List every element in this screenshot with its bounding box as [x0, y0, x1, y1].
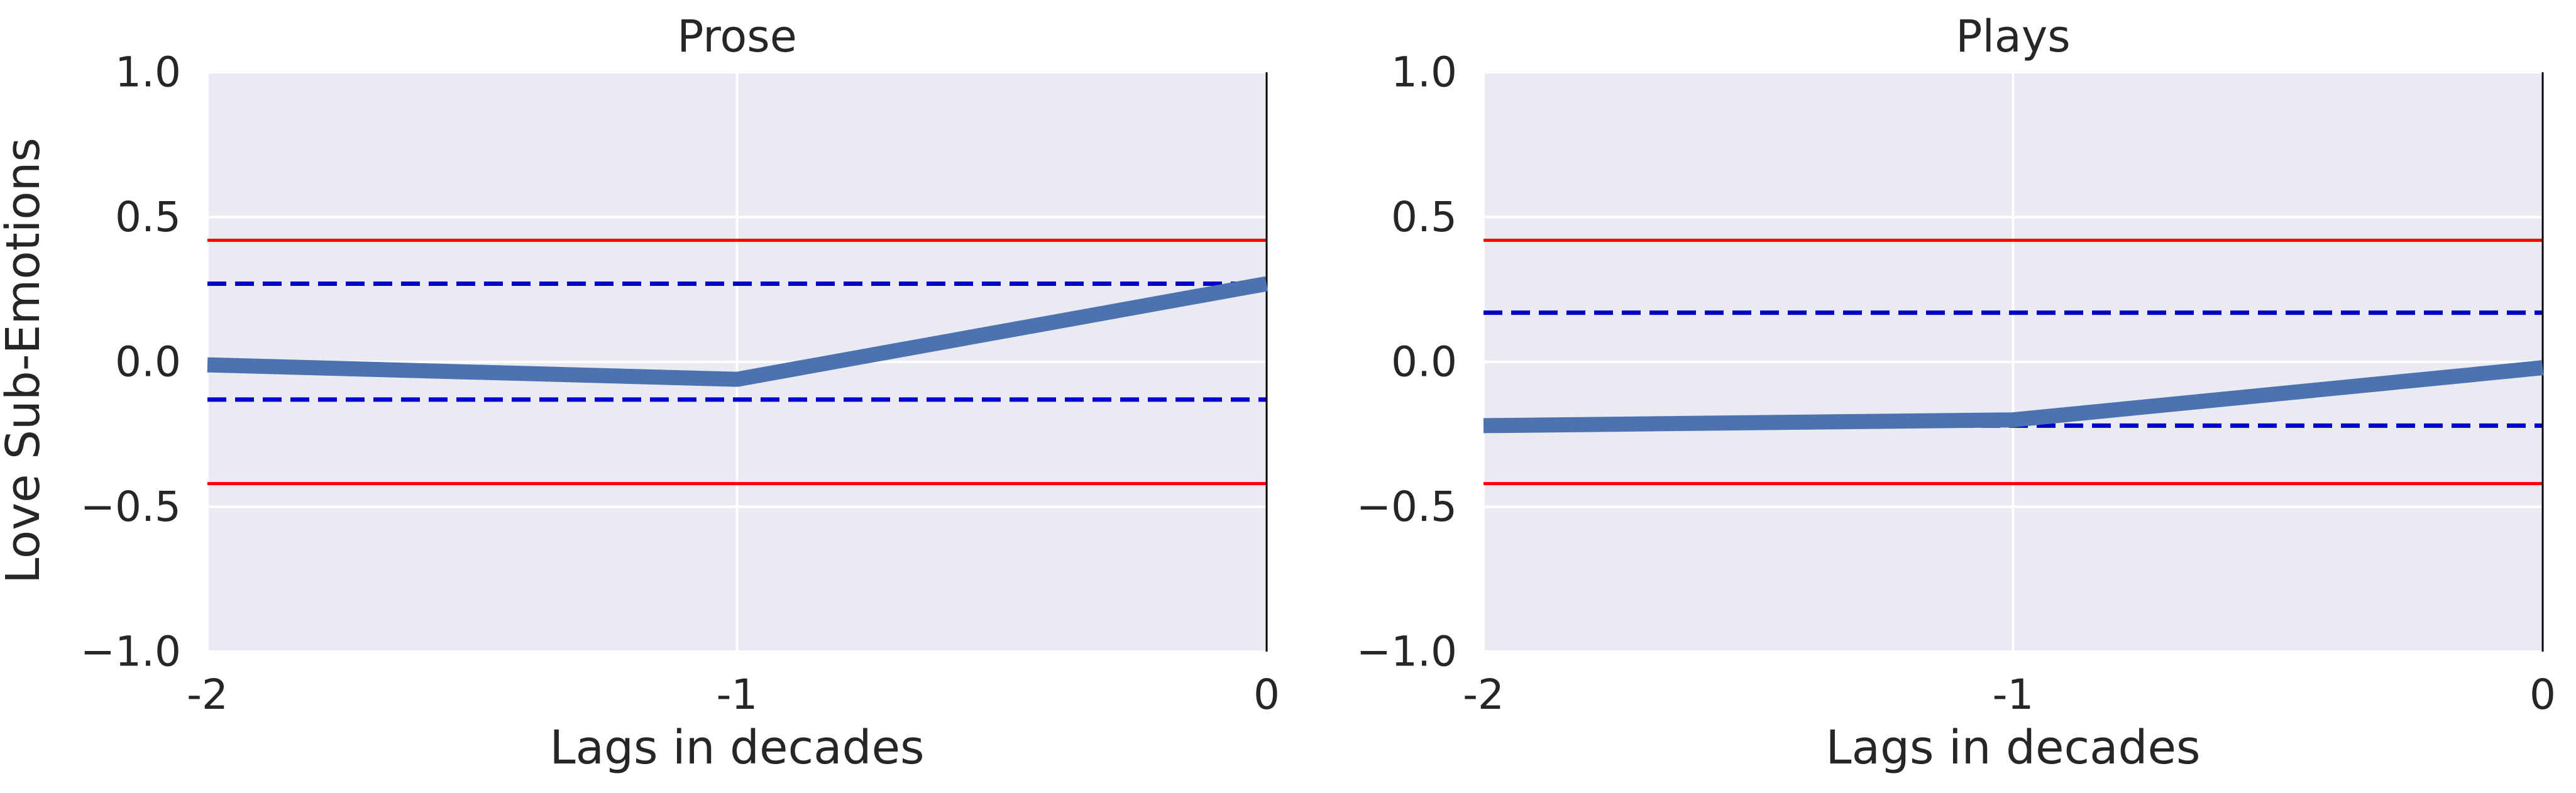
series-line [207, 276, 1269, 387]
y-tick-label: −1.0 [80, 628, 181, 676]
x-tick-label: -2 [1463, 670, 1504, 719]
panel-prose: Prose 1.0 0.5 0.0 −0.5 −1.0-2 -1 0 Lags in decad… [80, 11, 1280, 775]
panel-title: Prose [677, 11, 797, 62]
x-axis-label: Lags in decades [1825, 721, 2200, 775]
x-tick-label: -1 [1993, 670, 2034, 719]
y-tick-label: 1.0 [115, 48, 181, 97]
y-tick-label: 0.0 [1391, 338, 1457, 386]
y-axis-label: Love Sub-Emotions [0, 138, 50, 584]
series-line [1483, 360, 2544, 434]
x-tick-label: -2 [187, 670, 228, 719]
y-tick-label: −1.0 [1357, 628, 1457, 676]
y-tick-label: 1.0 [1391, 48, 1457, 97]
y-tick-label: 0.0 [115, 338, 181, 386]
y-tick-label: −0.5 [80, 483, 181, 531]
panel-plays: Plays 1.0 0.5 0.0 −0.5 −1.0-2 -1 0 Lags in decad… [1357, 11, 2556, 775]
y-tick-label: 0.5 [1391, 193, 1457, 241]
y-tick-label: 0.5 [115, 193, 181, 241]
y-tick-label: −0.5 [1357, 483, 1457, 531]
panel-title: Plays [1956, 11, 2070, 62]
x-tick-label: -1 [717, 670, 758, 719]
x-tick-label: 0 [2529, 670, 2556, 719]
x-axis-label: Lags in decades [549, 721, 924, 775]
x-tick-label: 0 [1253, 670, 1280, 719]
